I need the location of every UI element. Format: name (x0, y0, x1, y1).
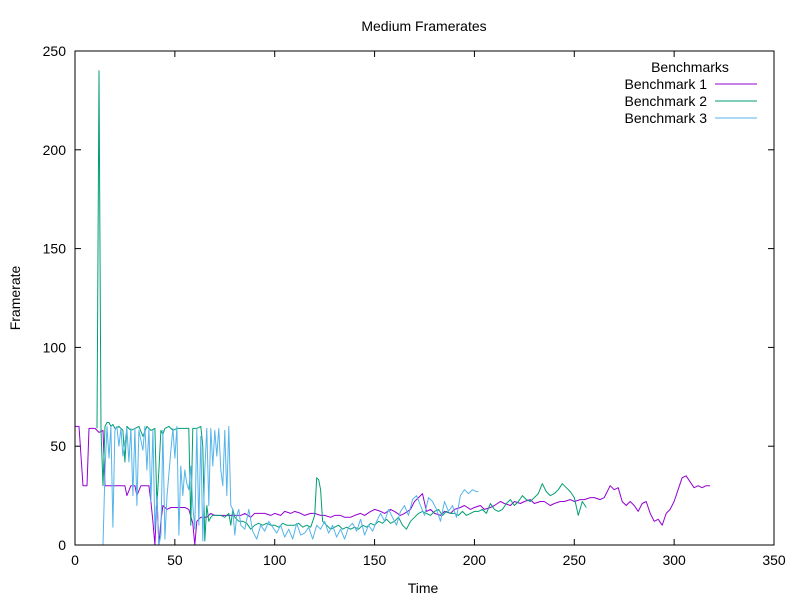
benchmark-2-line (96, 70, 587, 542)
y-tick-label: 250 (43, 43, 67, 59)
x-tick-label: 200 (463, 552, 487, 568)
legend-title: Benchmarks (651, 59, 729, 75)
legend-label-benchmark-3: Benchmark 3 (625, 110, 708, 126)
plot-border (74, 50, 775, 546)
x-tick-label: 250 (563, 552, 587, 568)
y-axis-label: Framerate (7, 266, 23, 331)
x-tick-label: 0 (71, 552, 79, 568)
x-tick-label: 100 (263, 552, 287, 568)
y-tick-label: 100 (43, 339, 67, 355)
y-tick-label: 150 (43, 241, 67, 257)
legend-label-benchmark-2: Benchmark 2 (625, 93, 708, 109)
benchmark-3-line (102, 425, 479, 546)
x-tick-label: 50 (167, 552, 183, 568)
legend-label-benchmark-1: Benchmark 1 (625, 76, 708, 92)
axis-ticks: 0 50 100 150 200 250 300 350 0 50 100 150 200 250 (43, 43, 786, 568)
y-tick-label: 0 (58, 537, 66, 553)
y-tick-label: 200 (43, 142, 67, 158)
y-tick-label: 50 (50, 438, 66, 454)
x-tick-label: 350 (762, 552, 786, 568)
x-tick-label: 300 (662, 552, 686, 568)
chart-title: Medium Framerates (361, 18, 486, 34)
x-axis-label: Time (408, 580, 439, 596)
x-tick-label: 150 (363, 552, 387, 568)
